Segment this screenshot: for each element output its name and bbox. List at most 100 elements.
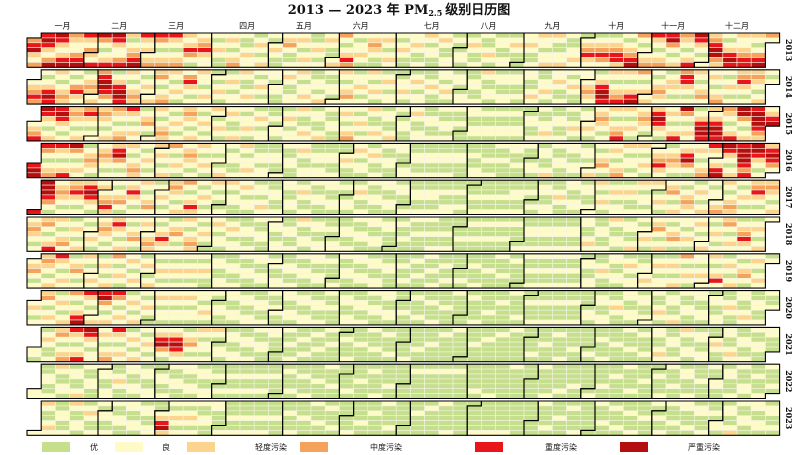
day-cell: [353, 231, 369, 237]
day-cell: [466, 388, 482, 394]
year-block: [26, 363, 781, 400]
day-cell: [580, 236, 596, 242]
day-cell: [225, 415, 241, 421]
day-cell: [552, 319, 567, 326]
day-cell: [182, 194, 198, 201]
day-cell: [679, 167, 695, 174]
day-cell: [481, 189, 496, 196]
day-cell: [111, 346, 127, 353]
day-cell: [466, 42, 482, 49]
day-cell: [537, 319, 553, 326]
day-cell: [126, 221, 141, 228]
day-cell: [623, 331, 638, 338]
day-cell: [452, 319, 468, 326]
day-cell: [211, 157, 227, 164]
day-cell: [623, 135, 638, 142]
day-cell: [694, 37, 709, 44]
day-cell: [367, 241, 383, 247]
day-cell: [211, 295, 227, 301]
day-cell: [694, 94, 709, 100]
day-cell: [750, 167, 766, 174]
day-cell: [154, 194, 170, 201]
day-cell: [239, 346, 255, 353]
day-cell: [126, 410, 141, 417]
day-cell: [268, 420, 283, 426]
day-cell: [310, 258, 326, 264]
day-cell: [736, 368, 752, 375]
day-cell: [40, 368, 56, 375]
day-cell: [651, 216, 667, 223]
day-cell: [211, 388, 227, 394]
day-cell: [722, 351, 738, 358]
day-cell: [424, 216, 440, 223]
day-cell: [381, 430, 397, 436]
day-cell: [268, 172, 283, 178]
day-cell: [282, 415, 298, 421]
day-cell: [637, 111, 653, 117]
day-cell: [466, 425, 482, 431]
day-cell: [651, 57, 667, 63]
day-cell: [367, 415, 383, 421]
day-cell: [523, 400, 539, 407]
day-cell: [253, 57, 269, 63]
day-cell: [225, 47, 241, 53]
day-cell: [310, 341, 326, 348]
day-cell: [694, 143, 709, 149]
day-cell: [765, 388, 780, 394]
day-cell: [253, 209, 269, 215]
day-cell: [126, 273, 141, 279]
day-cell: [253, 290, 269, 296]
day-cell: [83, 327, 99, 333]
day-cell: [750, 209, 766, 215]
day-cell: [623, 241, 638, 247]
day-cell: [367, 204, 383, 210]
day-cell: [239, 363, 255, 370]
day-cell: [566, 32, 582, 39]
day-cell: [552, 290, 567, 296]
chart-title: 2013 — 2023 年 PM2.5 级别日历图: [288, 2, 511, 19]
day-cell: [339, 430, 354, 436]
day-cell: [239, 295, 255, 301]
day-cell: [708, 290, 724, 296]
day-cell: [509, 356, 525, 362]
day-cell: [168, 263, 184, 269]
day-cell: [339, 405, 354, 412]
day-cell: [509, 383, 525, 390]
day-cell: [722, 383, 738, 390]
day-cell: [296, 135, 312, 142]
day-cell: [438, 62, 454, 68]
day-cell: [537, 351, 553, 358]
day-cell: [410, 204, 425, 210]
day-cell: [339, 216, 354, 223]
day-cell: [324, 221, 340, 228]
day-cell: [310, 305, 326, 311]
day-cell: [566, 79, 582, 85]
day-cell: [282, 383, 298, 390]
day-cell: [395, 314, 411, 321]
day-cell: [694, 346, 709, 353]
day-cell: [736, 241, 752, 247]
day-cell: [481, 246, 496, 252]
day-cell: [353, 209, 369, 215]
day-cell: [239, 351, 255, 358]
day-cell: [665, 415, 681, 421]
day-cell: [26, 98, 42, 105]
day-cell: [495, 263, 511, 269]
day-cell: [69, 194, 85, 201]
day-cell: [694, 273, 709, 279]
day-cell: [466, 327, 482, 333]
day-cell: [168, 32, 184, 39]
day-cell: [211, 425, 227, 431]
day-cell: [154, 209, 170, 215]
day-cell: [481, 47, 496, 53]
day-cell: [310, 336, 326, 343]
day-cell: [694, 314, 709, 321]
day-cell: [651, 135, 667, 142]
day-cell: [679, 37, 695, 44]
day-cell: [324, 410, 340, 417]
day-cell: [126, 268, 141, 274]
day-cell: [481, 120, 496, 127]
day-cell: [197, 152, 212, 159]
day-cell: [296, 79, 312, 85]
day-cell: [552, 356, 567, 362]
